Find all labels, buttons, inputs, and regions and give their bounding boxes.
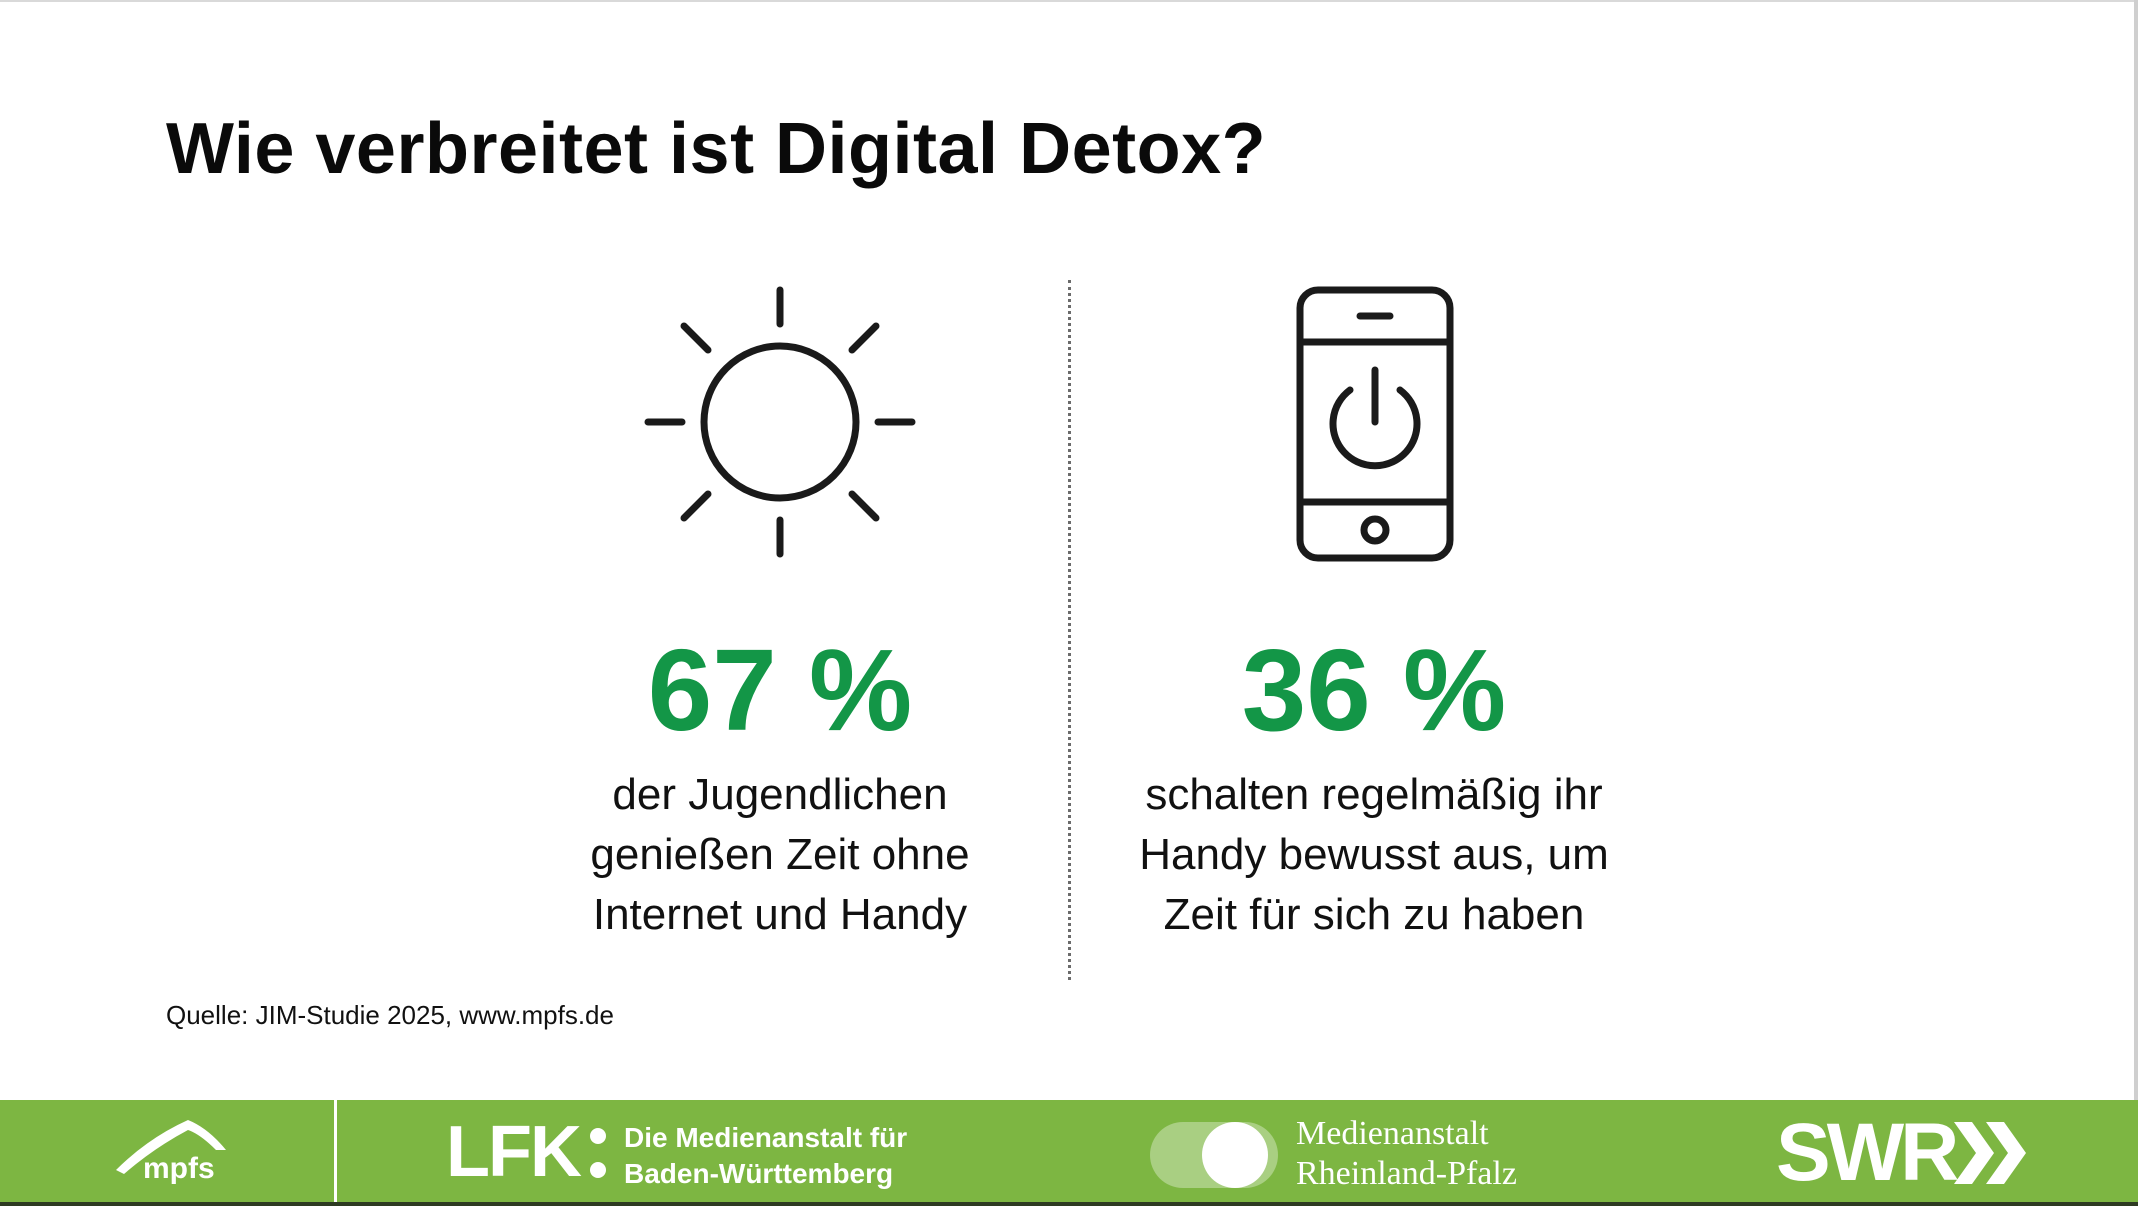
footer-bar: mpfs LFK Die Medienanstalt für Baden-Wür… <box>0 1100 2138 1206</box>
description-line: Zeit für sich zu haben <box>1163 890 1585 939</box>
footer-separator <box>334 1100 337 1206</box>
vertical-divider <box>1068 280 1071 980</box>
description-line: genießen Zeit ohne <box>590 830 970 879</box>
lfk-colon-icon <box>590 1128 608 1188</box>
swr-chevrons-icon <box>1954 1122 2026 1184</box>
description-line: der Jugendlichen <box>612 770 948 819</box>
description-line: Internet und Handy <box>592 890 968 939</box>
stat-description-right: schalten regelmäßig ihr Handy bewusst au… <box>1074 765 1674 945</box>
lfk-name-line: Baden-Württemberg <box>624 1158 894 1189</box>
lfk-name: Die Medienanstalt für Baden-Württemberg <box>624 1120 907 1192</box>
mrp-name-line: Rheinland-Pfalz <box>1296 1155 1517 1192</box>
page-title: Wie verbreitet ist Digital Detox? <box>166 109 1267 189</box>
mrp-toggle-knob <box>1202 1122 1268 1188</box>
lfk-name-line: Die Medienanstalt für <box>624 1122 908 1153</box>
sun-icon <box>644 286 916 558</box>
stat-description-left: der Jugendlichen genießen Zeit ohne Inte… <box>480 765 1080 945</box>
swr-logo-text: SWR <box>1776 1107 1959 1198</box>
stat-value-right: 36 % <box>1241 625 1507 755</box>
description-line: Handy bewusst aus, um <box>1139 830 1609 879</box>
mrp-name: Medienanstalt Rheinland-Pfalz <box>1296 1114 1517 1194</box>
source-note: Quelle: JIM-Studie 2025, www.mpfs.de <box>166 1000 614 1030</box>
stat-value-left: 67 % <box>647 625 913 755</box>
phone-power-icon <box>1296 286 1454 562</box>
mpfs-logo-icon <box>116 1120 226 1174</box>
mrp-name-line: Medienanstalt <box>1296 1115 1489 1152</box>
slide-top-border <box>0 0 2138 2</box>
mpfs-logo-text: mpfs <box>143 1152 215 1185</box>
footer-bottom-line <box>0 1202 2138 1206</box>
lfk-logo-text: LFK <box>446 1112 582 1192</box>
slide-right-border <box>2134 0 2138 1206</box>
description-line: schalten regelmäßig ihr <box>1145 770 1603 819</box>
